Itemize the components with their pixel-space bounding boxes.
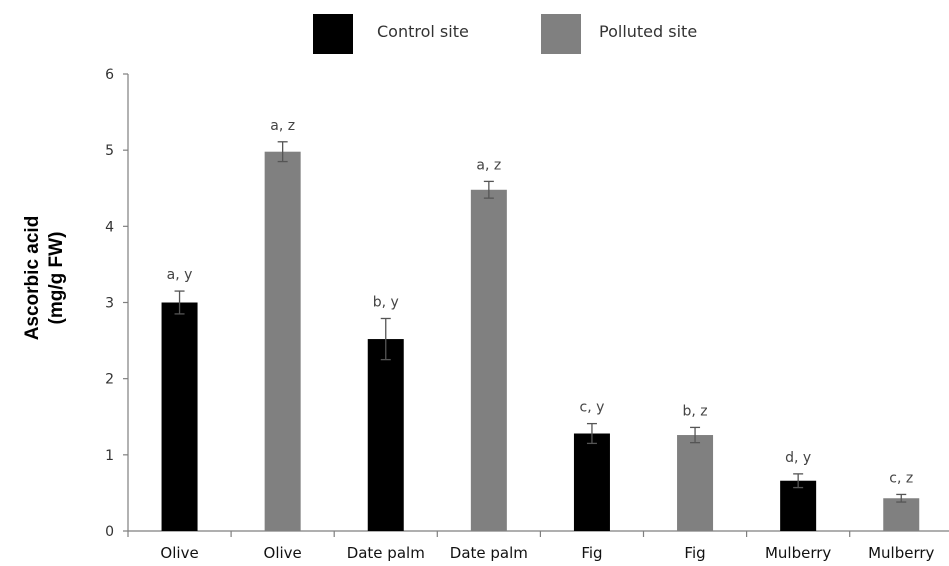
bar	[780, 480, 817, 531]
y-tick-label: 3	[105, 296, 114, 312]
bar	[470, 189, 507, 532]
significance-label: a, y	[167, 267, 193, 283]
y-axis-label: Ascorbic acid	[22, 216, 43, 341]
axes: 0 1 2 3 4 5 6	[105, 67, 949, 540]
significance-label: a, z	[270, 118, 295, 134]
y-tick-label: 2	[105, 372, 114, 388]
x-tick-label: Olive	[264, 544, 302, 562]
legend-label: Polluted site	[599, 22, 697, 41]
bar	[161, 302, 198, 531]
y-tick-label: 0	[105, 524, 114, 540]
y-tick-label: 6	[105, 67, 114, 83]
significance-label: a, z	[476, 157, 501, 173]
significance-label: b, z	[682, 403, 707, 419]
significance-label: c, z	[889, 470, 913, 486]
significance-label: d, y	[785, 450, 811, 466]
bar	[264, 151, 301, 531]
significance-label: b, y	[373, 294, 399, 310]
bar	[883, 498, 920, 531]
significance-label: c, y	[580, 400, 605, 416]
x-tick-label: Fig	[581, 544, 602, 562]
y-tick-label: 4	[105, 219, 114, 235]
x-tick-label: Date palm	[347, 544, 425, 562]
x-tick-label: Mulberry	[868, 544, 934, 562]
y-axis-title: Ascorbic acid (mg/g FW)	[22, 216, 67, 341]
legend-swatch	[541, 14, 581, 54]
labels: a, y Olive a, z Olive b, y Date palm a, z Date …	[160, 118, 934, 562]
y-tick-label: 5	[105, 143, 114, 159]
x-tick-label: Mulberry	[765, 544, 831, 562]
y-axis-label: (mg/g FW)	[46, 232, 67, 325]
y-tick-label: 1	[105, 448, 114, 464]
bars	[161, 141, 920, 532]
legend: Control site Polluted site	[313, 14, 697, 54]
bar	[573, 433, 610, 531]
x-tick-label: Olive	[160, 544, 198, 562]
x-tick-label: Fig	[684, 544, 705, 562]
legend-label: Control site	[377, 22, 469, 41]
bar	[367, 339, 404, 531]
legend-swatch	[313, 14, 353, 54]
x-tick-label: Date palm	[450, 544, 528, 562]
bar	[677, 435, 714, 531]
